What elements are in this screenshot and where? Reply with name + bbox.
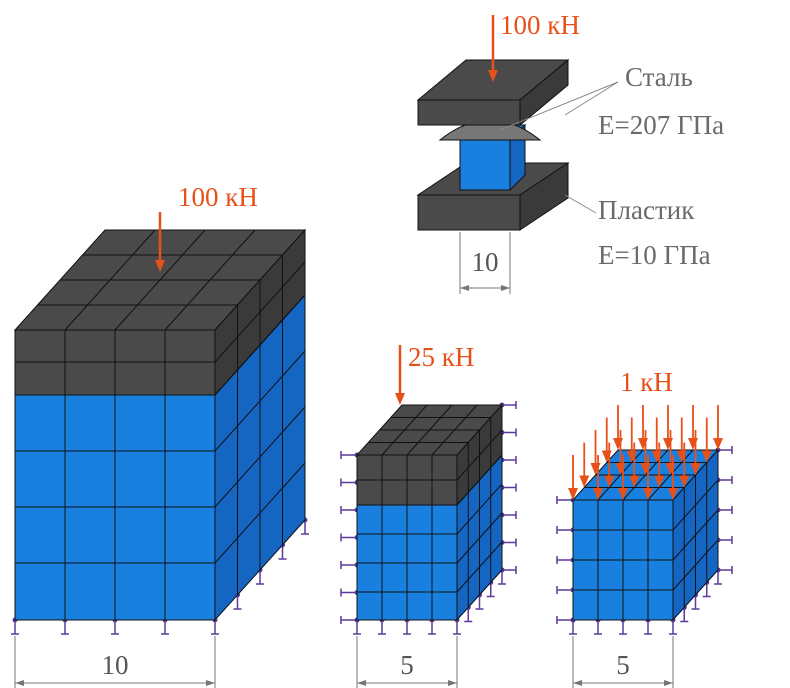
model-dimension: 5 xyxy=(616,650,630,680)
arrow-head xyxy=(690,463,701,475)
steel-name: Сталь xyxy=(625,62,693,92)
leader-line xyxy=(564,194,597,214)
dimension-arrow xyxy=(357,680,366,686)
arrow-head xyxy=(568,488,578,500)
arrow-head xyxy=(688,438,698,450)
arrow-head xyxy=(713,438,723,450)
dimension-arrow xyxy=(664,680,673,686)
arrow-head xyxy=(579,475,590,488)
arrow-head xyxy=(155,260,165,272)
arrow-head xyxy=(638,438,648,450)
grid-line xyxy=(214,462,306,564)
face-front xyxy=(417,99,521,126)
grid-line xyxy=(214,350,306,452)
plastic-name: Пластик xyxy=(598,195,695,225)
grid-line xyxy=(456,512,503,564)
dimension-arrow xyxy=(573,680,582,686)
model-dimension: 10 xyxy=(102,650,129,680)
arrow-head xyxy=(593,488,603,500)
leader-line xyxy=(564,81,619,116)
shapes xyxy=(11,15,733,688)
grid-line xyxy=(214,261,306,363)
arrow-head xyxy=(613,438,623,450)
dimension-arrow xyxy=(460,285,469,291)
dimension-arrow xyxy=(206,680,215,686)
arrow-head xyxy=(590,463,601,475)
arrow-head xyxy=(668,488,678,500)
arrow-head xyxy=(601,450,612,463)
dimension-arrow xyxy=(448,680,457,686)
arrow-head xyxy=(701,450,712,463)
labels: 100 кН Сталь E=207 ГПа Пластик E=10 ГПа … xyxy=(102,10,725,680)
arrow-head xyxy=(679,475,690,488)
face-side xyxy=(519,162,569,231)
face-side xyxy=(519,58,569,127)
arrow-head xyxy=(640,463,651,475)
grid-line xyxy=(456,541,503,593)
grid-line xyxy=(456,454,503,506)
arrow-head xyxy=(615,463,626,475)
arrow-head xyxy=(604,475,615,488)
arrow-head xyxy=(663,438,673,450)
arrow-head xyxy=(676,450,687,463)
arrow-head xyxy=(665,463,676,475)
arrow-head xyxy=(629,475,640,488)
grid-line xyxy=(214,406,306,508)
arrow-head xyxy=(654,475,665,488)
face-front xyxy=(417,194,521,231)
grid-line xyxy=(214,294,306,396)
dimension-arrow xyxy=(501,285,510,291)
grid-line xyxy=(456,483,503,535)
arrow-head xyxy=(651,450,662,463)
dimension-arrow xyxy=(15,680,24,686)
leader-line xyxy=(499,81,619,131)
detail-dimension: 10 xyxy=(472,247,499,277)
grid-line xyxy=(456,429,503,481)
arrow-head xyxy=(488,70,498,82)
detail-load: 100 кН xyxy=(500,10,580,40)
arrow-head xyxy=(643,488,653,500)
grid-line xyxy=(672,539,719,591)
model-load: 1 кН xyxy=(620,367,673,397)
model-dimension: 5 xyxy=(400,650,414,680)
model-load: 25 кН xyxy=(408,342,474,372)
arrow-head xyxy=(395,393,405,405)
steel-modulus: E=207 ГПа xyxy=(598,110,724,140)
arrow-head xyxy=(618,488,628,500)
arrow-head xyxy=(626,450,637,463)
model-load: 100 кН xyxy=(178,182,258,212)
plastic-modulus: E=10 ГПа xyxy=(598,240,711,270)
face-front xyxy=(459,139,511,191)
grid-line xyxy=(672,479,719,531)
grid-line xyxy=(672,509,719,561)
